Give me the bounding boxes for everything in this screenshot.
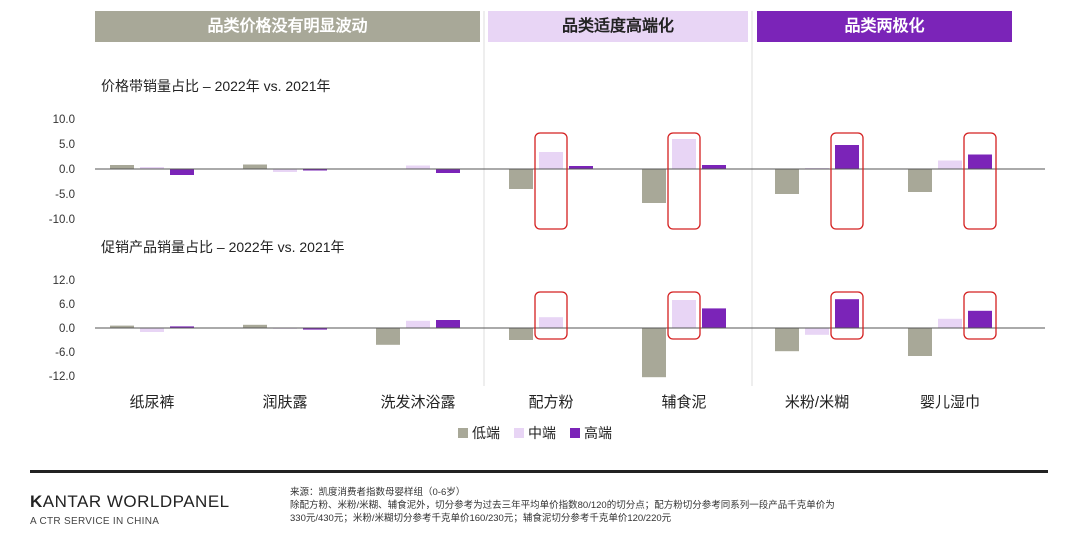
category-label-2: 润肤露 (262, 394, 307, 411)
bar-1-低端-配方粉 (509, 169, 533, 189)
bar-1-高端-润肤露 (303, 169, 327, 171)
category-label-4: 配方粉 (528, 394, 573, 411)
bar-2-低端-润肤露 (243, 324, 267, 328)
bar-2-高端-洗发沐浴露 (436, 320, 460, 328)
bar-2-中端-米粉/米糊 (805, 328, 829, 335)
bar-1-中端-润肤露 (273, 169, 297, 172)
footnotes: 来源：凯度消费者指数母婴样组（0-6岁） 除配方粉、米粉/米糊、辅食泥外，切分参… (290, 486, 990, 525)
highlight-box-1-3 (830, 132, 864, 230)
panel-2-title: 促销产品销量占比 – 2022年 vs. 2021年 (101, 239, 345, 255)
panel-1-ytick: -5.0 (55, 189, 75, 201)
bar-1-低端-纸尿裤 (110, 165, 134, 169)
method-note-1: 除配方粉、米粉/米糊、辅食泥外，切分参考为过去三年平均单价指数80/120的切分… (290, 500, 835, 511)
bar-1-中端-纸尿裤 (140, 167, 164, 169)
bar-2-高端-润肤露 (303, 328, 327, 330)
logo-tagline: A CTR SERVICE IN CHINA (30, 516, 160, 527)
bar-2-中端-纸尿裤 (140, 328, 164, 332)
highlight-box-2-3 (830, 291, 864, 340)
bar-2-高端-米粉/米糊 (835, 299, 859, 328)
bar-1-中端-婴儿湿巾 (938, 160, 962, 169)
bar-2-中端-洗发沐浴露 (406, 320, 430, 328)
highlight-box-1-4 (963, 132, 997, 230)
category-label-7: 婴儿湿巾 (920, 394, 980, 411)
panel-2-ytick: -6.0 (55, 347, 75, 359)
panel-1-ytick: 0.0 (59, 164, 75, 176)
bar-1-高端-洗发沐浴露 (436, 169, 460, 173)
bar-2-低端-辅食泥 (642, 328, 666, 378)
bar-1-中端-辅食泥 (672, 139, 696, 169)
bar-2-中端-配方粉 (539, 317, 563, 328)
legend-swatch-高端 (570, 428, 580, 438)
panel-2-ytick: 0.0 (59, 323, 75, 335)
panel-1-ytick: -10.0 (49, 214, 75, 226)
highlight-box-1-1 (534, 132, 568, 230)
bar-1-中端-洗发沐浴露 (406, 165, 430, 169)
bar-1-低端-润肤露 (243, 164, 267, 169)
bar-2-中端-辅食泥 (672, 300, 696, 328)
bar-1-低端-米粉/米糊 (775, 169, 799, 194)
banner-premiumization: 品类适度高端化 (488, 11, 748, 42)
bar-2-高端-辅食泥 (702, 308, 726, 328)
banner-polarization: 品类两极化 (757, 11, 1012, 42)
bar-2-高端-婴儿湿巾 (968, 310, 992, 328)
bar-1-高端-配方粉 (569, 166, 593, 169)
legend-swatch-低端 (458, 428, 468, 438)
method-note-2: 330元/430元；米粉/米糊切分参考千克单价160/230元；辅食泥切分参考千… (290, 513, 672, 524)
bar-2-低端-婴儿湿巾 (908, 328, 932, 356)
panel-1-ytick: 10.0 (53, 114, 75, 126)
legend-swatch-中端 (514, 428, 524, 438)
category-label-3: 洗发沐浴露 (380, 394, 455, 411)
category-label-1: 纸尿裤 (129, 394, 174, 411)
bar-2-低端-配方粉 (509, 328, 533, 340)
panel-1-ytick: 5.0 (59, 139, 75, 151)
bar-2-中端-婴儿湿巾 (938, 318, 962, 328)
banner-stable-price: 品类价格没有明显波动 (95, 11, 480, 42)
kantar-logo: KANTAR WORLDPANEL (30, 492, 230, 511)
highlight-box-2-1 (534, 291, 568, 340)
footer-divider (30, 470, 1048, 473)
panel-1-title: 价格带销量占比 – 2022年 vs. 2021年 (101, 78, 331, 94)
highlight-box-2-4 (963, 291, 997, 340)
bar-1-低端-婴儿湿巾 (908, 169, 932, 192)
legend-label-中端: 中端 (528, 425, 556, 441)
bar-2-高端-纸尿裤 (170, 326, 194, 328)
bar-2-低端-纸尿裤 (110, 325, 134, 328)
legend-label-低端: 低端 (472, 425, 500, 441)
source-note: 来源：凯度消费者指数母婴样组（0-6岁） (290, 487, 466, 498)
bar-1-高端-纸尿裤 (170, 169, 194, 175)
bar-1-高端-辅食泥 (702, 165, 726, 169)
panel-2-ytick: -12.0 (49, 371, 75, 383)
highlight-box-2-2 (667, 291, 701, 340)
bar-2-低端-米粉/米糊 (775, 328, 799, 352)
legend-label-高端: 高端 (584, 425, 612, 441)
panel-2-ytick: 12.0 (53, 275, 75, 287)
bar-1-高端-婴儿湿巾 (968, 154, 992, 169)
category-label-6: 米粉/米糊 (785, 394, 849, 411)
bar-1-高端-米粉/米糊 (835, 145, 859, 169)
bar-1-中端-配方粉 (539, 152, 563, 169)
bar-2-低端-洗发沐浴露 (376, 328, 400, 345)
panel-2-ytick: 6.0 (59, 299, 75, 311)
highlight-box-1-2 (667, 132, 701, 230)
category-label-5: 辅食泥 (661, 394, 706, 411)
bar-charts: 价格带销量占比 – 2022年 vs. 2021年 10.0 5.0 0.0 -5.0 -… (49, 11, 1045, 441)
bar-1-低端-辅食泥 (642, 169, 666, 203)
